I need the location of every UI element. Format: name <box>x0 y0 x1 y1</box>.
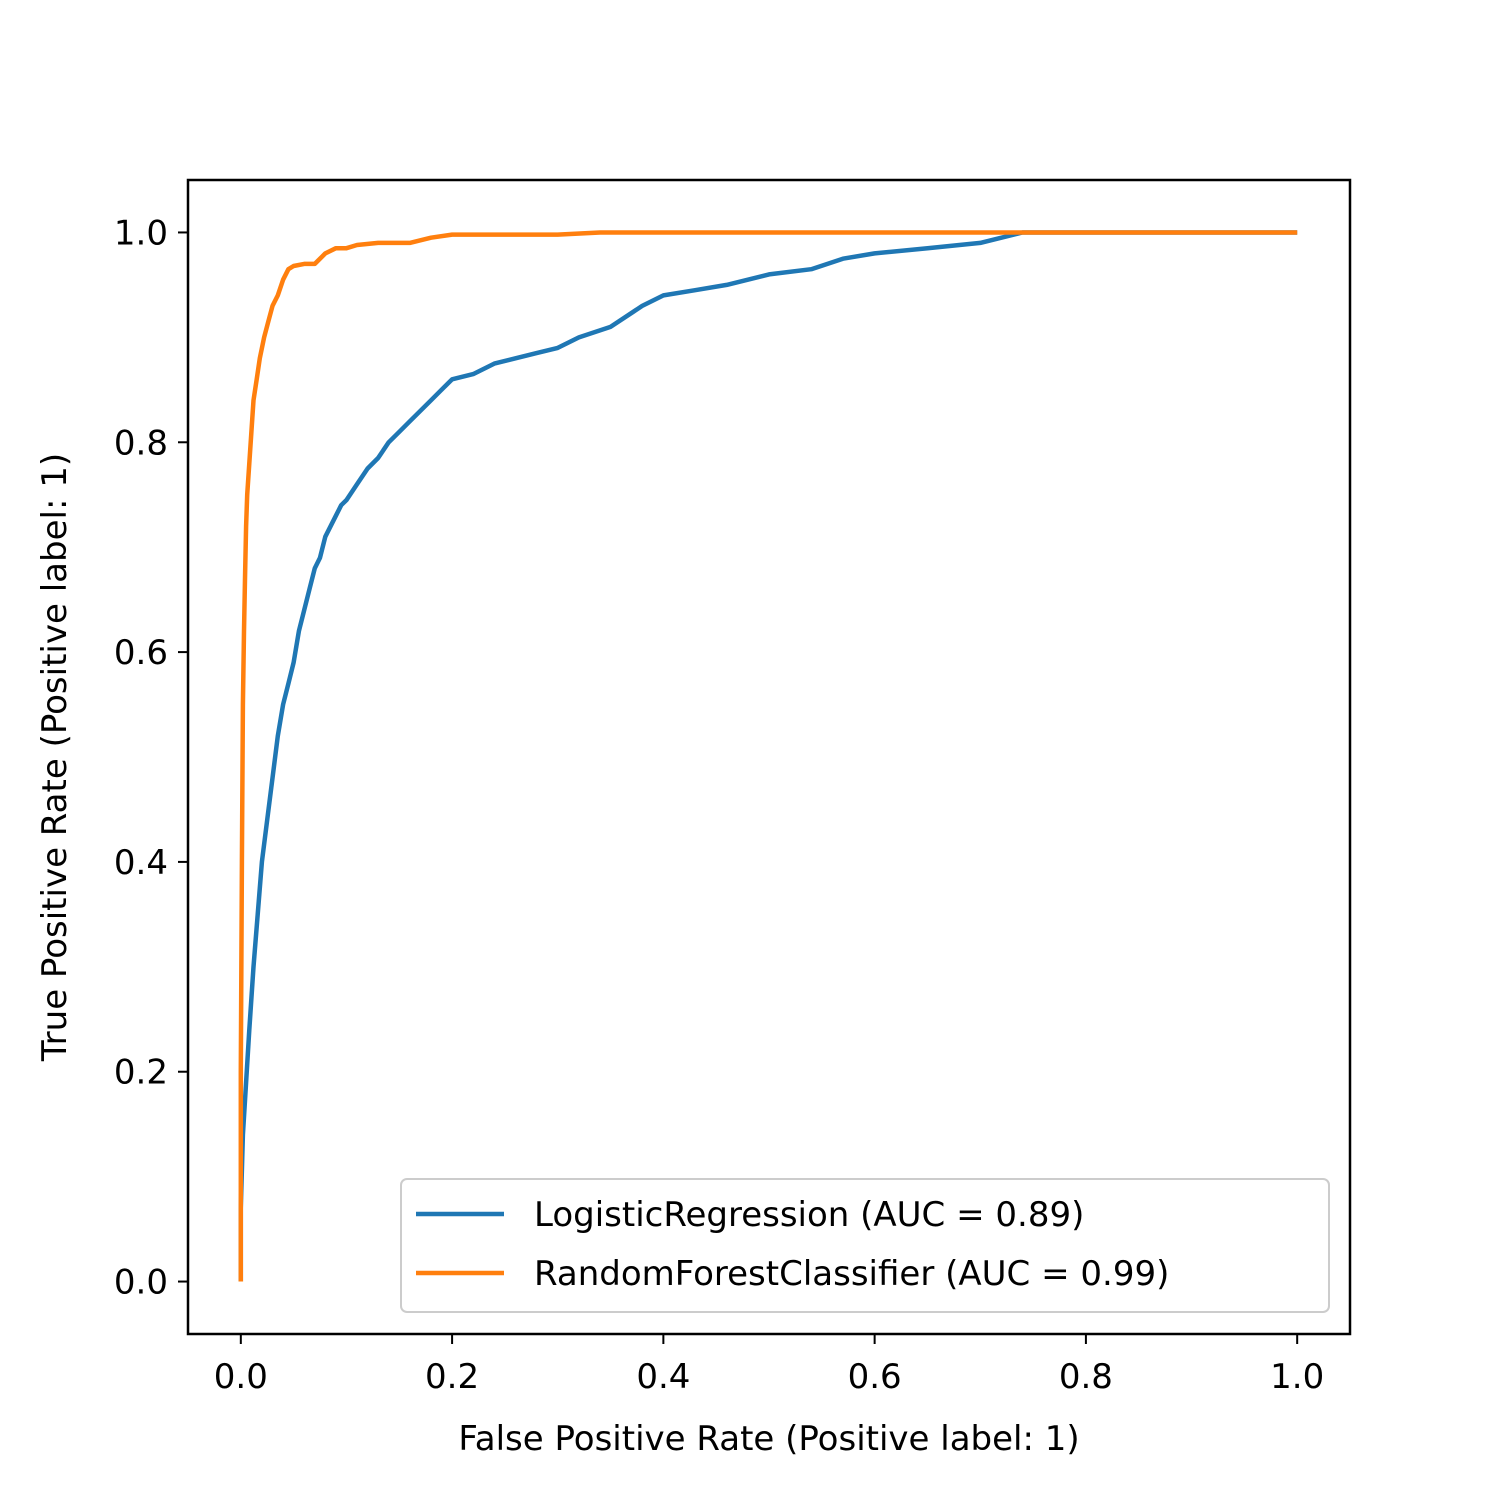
y-axis: 0.0 0.2 0.4 0.6 0.8 1.0 <box>114 213 188 1303</box>
x-tick-label: 0.0 <box>214 1357 268 1397</box>
series-line-random-forest <box>238 230 1298 1282</box>
y-tick-label: 1.0 <box>114 213 168 253</box>
legend-label-random-forest: RandomForestClassifier (AUC = 0.99) <box>534 1254 1169 1294</box>
series-line-logistic-regression <box>238 230 1298 1282</box>
x-tick-label: 0.4 <box>636 1357 690 1397</box>
series-layer <box>238 230 1298 1282</box>
x-tick-label: 0.2 <box>425 1357 479 1397</box>
x-tick-label: 0.8 <box>1059 1357 1113 1397</box>
legend-label-logistic-regression: LogisticRegression (AUC = 0.89) <box>534 1195 1084 1235</box>
y-tick-label: 0.2 <box>114 1053 168 1093</box>
y-tick-label: 0.4 <box>114 843 168 883</box>
legend: LogisticRegression (AUC = 0.89) RandomFo… <box>400 1178 1330 1313</box>
x-axis: 0.0 0.2 0.4 0.6 0.8 1.0 <box>214 1334 1324 1397</box>
y-tick-label: 0.8 <box>114 423 168 463</box>
y-tick-label: 0.0 <box>114 1263 168 1303</box>
x-tick-label: 1.0 <box>1270 1357 1324 1397</box>
x-axis-label: False Positive Rate (Positive label: 1) <box>458 1419 1079 1459</box>
x-tick-label: 0.6 <box>848 1357 902 1397</box>
y-tick-label: 0.6 <box>114 633 168 673</box>
plot-frame <box>186 178 1352 1336</box>
y-axis-label: True Positive Rate (Positive label: 1) <box>35 453 75 1062</box>
legend-box <box>400 1178 1330 1313</box>
